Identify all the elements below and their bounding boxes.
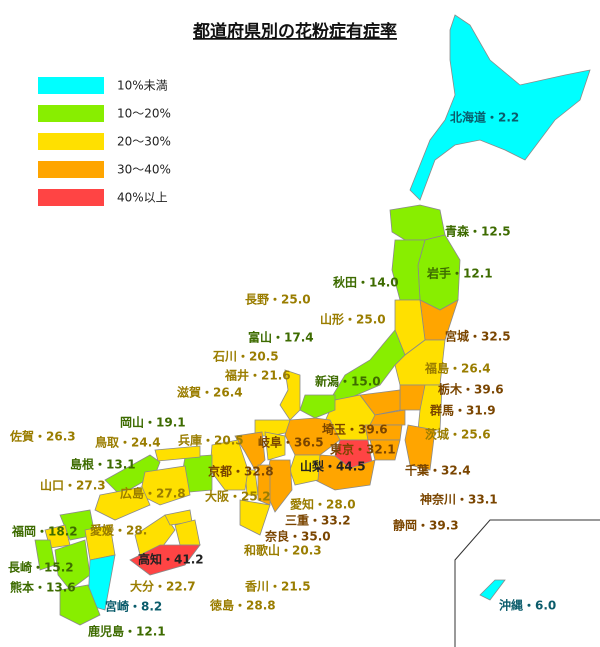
prefecture <box>154 445 201 462</box>
legend-swatch <box>38 77 104 94</box>
prefecture-label: 佐賀・26.3 <box>9 429 76 444</box>
prefecture <box>54 539 91 591</box>
prefecture <box>479 579 506 601</box>
prefecture-label: 山口・27.3 <box>40 478 106 493</box>
prefecture-label: 岡山・19.1 <box>120 415 186 430</box>
prefecture <box>409 14 591 201</box>
prefecture-label: 宮城・32.5 <box>445 329 511 344</box>
legend-label: 30～40% <box>117 163 171 177</box>
prefecture-label: 群馬・31.9 <box>429 403 496 418</box>
prefecture-label: 鳥取・24.4 <box>95 435 161 450</box>
prefecture-label: 徳島・28.8 <box>209 598 276 613</box>
legend-label: 20～30% <box>117 135 171 149</box>
prefecture-label: 沖縄・6.0 <box>499 598 556 613</box>
prefecture-label: 新潟・15.0 <box>315 374 381 389</box>
prefecture <box>359 389 401 416</box>
prefecture <box>59 584 101 626</box>
legend-label: 40%以上 <box>117 191 168 205</box>
prefecture-label: 北海道・2.2 <box>450 110 519 125</box>
prefecture-label: 福島・26.4 <box>424 361 491 376</box>
map-title: 都道府県別の花粉症有症率 <box>192 21 397 42</box>
legend-swatch <box>38 133 104 150</box>
prefecture-label: 長崎・15.2 <box>8 560 74 575</box>
prefecture-label: 香川・21.5 <box>244 579 311 594</box>
prefecture-label: 青森・12.5 <box>445 224 511 239</box>
prefecture-label: 京都・32.8 <box>208 464 274 479</box>
prefecture-label: 岐阜・36.5 <box>258 435 324 450</box>
okinawa-frame <box>454 519 600 647</box>
prefecture <box>264 431 286 461</box>
prefecture-label: 愛媛・28. <box>90 523 147 538</box>
prefecture-layer <box>34 14 591 626</box>
prefecture-label: 兵庫・20.5 <box>178 433 244 448</box>
legend-swatch <box>38 189 104 206</box>
prefecture <box>369 439 401 461</box>
prefecture-label: 秋田・14.0 <box>333 275 399 290</box>
prefecture-label: 千葉・32.4 <box>405 463 471 478</box>
prefecture <box>34 539 56 571</box>
prefecture-label: 愛知・28.0 <box>290 497 356 512</box>
prefecture-label: 滋賀・26.4 <box>177 385 243 400</box>
prefecture-label: 福井・21.6 <box>224 368 291 383</box>
prefecture-label: 山形・25.0 <box>320 312 386 327</box>
prefecture-label: 高知・41.2 <box>138 552 204 567</box>
prefecture <box>239 499 271 536</box>
prefecture <box>284 417 341 456</box>
legend-swatch <box>38 105 104 122</box>
prefecture-label: 大阪・25.2 <box>205 489 271 504</box>
legend-label: 10%未満 <box>117 79 168 93</box>
prefecture-label: 宮崎・8.2 <box>105 599 162 614</box>
prefecture <box>174 519 201 546</box>
prefecture <box>299 394 336 419</box>
prefecture <box>389 204 446 241</box>
prefecture-label: 鹿児島・12.1 <box>88 624 166 639</box>
prefecture-label: 山梨・44.5 <box>300 459 366 474</box>
label-layer: 北海道・2.2 青森・12.5 岩手・12.1 秋田・14.0 宮城・32.5 山形・25… <box>8 110 556 639</box>
prefecture-label: 静岡・39.3 <box>393 518 459 533</box>
prefecture-label: 石川・20.5 <box>212 350 279 364</box>
prefecture-label: 埼玉・39.6 <box>322 422 388 437</box>
prefecture <box>404 424 436 471</box>
prefecture-label: 栃木・39.6 <box>438 382 504 397</box>
prefecture-label: 広島・27.8 <box>120 486 186 501</box>
prefecture <box>369 409 406 426</box>
legend-swatch <box>38 161 104 178</box>
prefecture-label: 大分・22.7 <box>130 579 196 594</box>
prefecture-label: 三重・33.2 <box>285 513 351 528</box>
prefecture-label: 福岡・18.2 <box>11 524 78 539</box>
prefecture-label: 長野・25.0 <box>245 292 311 307</box>
prefecture <box>314 454 376 491</box>
prefecture-label: 岩手・12.1 <box>426 266 493 281</box>
prefecture-label: 茨城・25.6 <box>425 427 491 442</box>
prefecture-label: 神奈川・33.1 <box>420 492 498 507</box>
legend-label: 10～20% <box>117 107 171 121</box>
prefecture-label: 和歌山・20.3 <box>243 543 322 558</box>
prefecture <box>134 514 176 556</box>
prefecture <box>329 329 406 401</box>
prefecture-label: 東京・32.1 <box>330 442 396 457</box>
prefecture-label: 富山・17.4 <box>248 330 314 345</box>
prefecture-label: 熊本・13.6 <box>10 580 76 595</box>
prefecture <box>129 544 201 576</box>
prefecture <box>94 486 151 521</box>
prefecture-label: 島根・13.1 <box>70 457 136 472</box>
prefecture-label: 奈良・35.0 <box>264 529 331 544</box>
